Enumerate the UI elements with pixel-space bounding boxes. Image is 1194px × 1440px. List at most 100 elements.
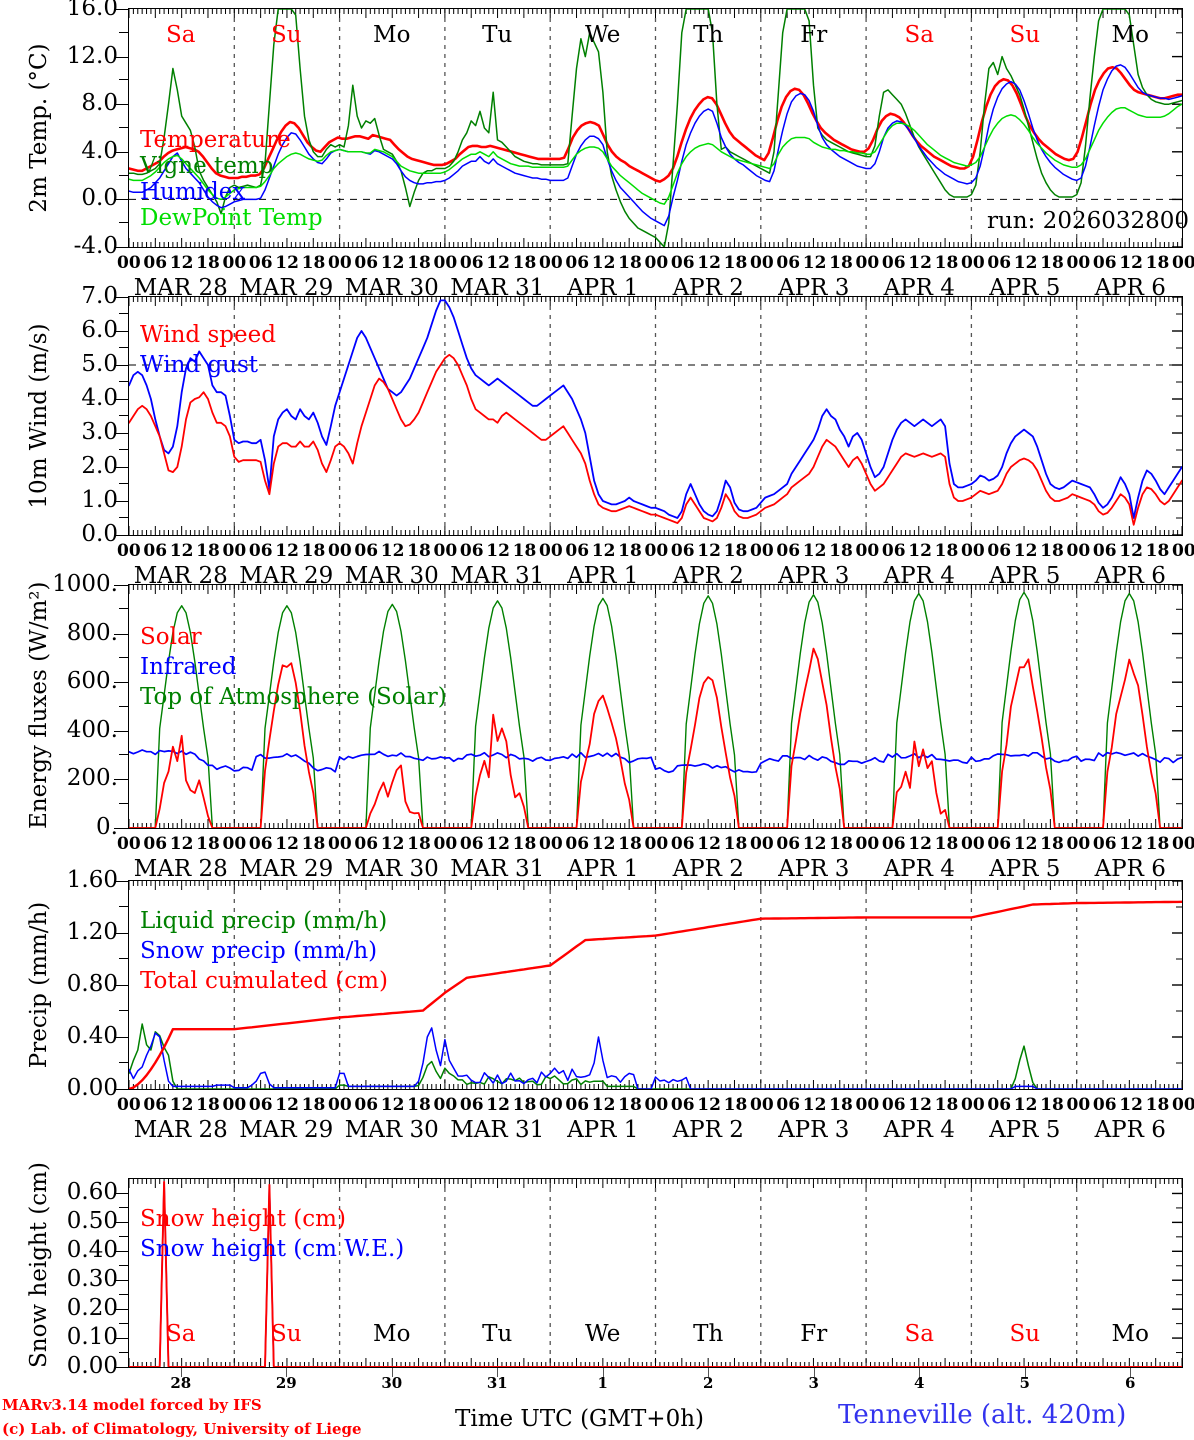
temperature-svg <box>129 9 1182 247</box>
energy_fluxes-legend-0: Solar <box>140 624 202 650</box>
date-label: APR 1 <box>567 1117 639 1143</box>
weekday-label-bottom: Mo <box>373 1321 411 1347</box>
temperature-ytick <box>114 104 128 106</box>
hour-tick-label: 06 <box>565 834 590 854</box>
temperature-legend-1: Vigne temp <box>140 153 274 179</box>
wind-ytick-minor <box>119 347 128 348</box>
hour-tick-label: 00 <box>328 1095 352 1115</box>
hour-tick-label: 06 <box>881 834 906 854</box>
hour-tick-label: 18 <box>301 834 326 854</box>
temperature-ytick-label: 4.0 <box>81 137 118 164</box>
hour-tick-label: 18 <box>407 834 431 854</box>
hour-tick-label: 06 <box>987 541 1012 561</box>
hour-tick-label: 12 <box>802 834 827 854</box>
hour-tick-label: 00 <box>644 541 669 561</box>
wind-ytick-minor <box>119 415 128 416</box>
temperature-ytick-minor <box>119 79 128 81</box>
hour-tick-label: 18 <box>934 541 959 561</box>
hour-tick-label: 06 <box>459 541 484 561</box>
precip-ytick <box>114 933 128 934</box>
snow_height-ytick <box>114 1367 128 1368</box>
hour-tick-label: 00 <box>961 1095 985 1115</box>
hour-tick-label: 12 <box>908 834 932 854</box>
temperature-ytick-label: 0.0 <box>81 185 118 212</box>
energy_fluxes-ytick <box>114 779 128 781</box>
hour-tick-label: 00 <box>855 1095 880 1115</box>
hour-tick-label: 00 <box>539 541 563 561</box>
wind-ytick-label: 3.0 <box>81 419 118 445</box>
hour-tick-label: 00 <box>222 253 247 273</box>
precip-ytick-label: 0.00 <box>66 1075 118 1101</box>
temperature-ytick <box>114 9 128 10</box>
energy_fluxes-ytick-minor <box>119 608 128 610</box>
hour-tick-label: 12 <box>486 541 510 561</box>
snow_height-ytick-label: 0.10 <box>66 1324 118 1351</box>
hour-tick-label: 18 <box>723 253 748 273</box>
snow_height-ytick-minor <box>119 1235 128 1237</box>
snow_height-legend-0: Snow height (cm) <box>140 1206 346 1232</box>
precip-legend-0: Liquid precip (mm/h) <box>140 908 388 934</box>
snow_height-ytick-minor <box>119 1351 128 1353</box>
hour-tick-label: 18 <box>512 834 537 854</box>
day-tick <box>391 1368 393 1377</box>
wind-ytick <box>114 467 128 468</box>
temperature-legend-2: Humidex <box>140 179 246 205</box>
hour-tick-label: 12 <box>1119 253 1143 273</box>
wind-ytick-label: 2.0 <box>81 453 118 479</box>
hour-tick-label: 12 <box>591 834 616 854</box>
date-label: MAR 29 <box>239 1117 334 1143</box>
precip-ytick-label: 0.80 <box>66 971 118 997</box>
wind-ytick-minor <box>119 313 128 314</box>
panel-energy-fluxes: Energy fluxes (W/m²) 1000. 800. 600. 400. 200… <box>0 571 1194 882</box>
weekday-label-bottom: Su <box>1009 1321 1041 1347</box>
hour-tick-label: 18 <box>196 1095 220 1115</box>
precip-ytick-label: 0.40 <box>66 1023 118 1049</box>
hour-tick-label: 06 <box>881 253 906 273</box>
date-label: APR 3 <box>778 1117 850 1143</box>
wind-ytick <box>114 365 128 366</box>
weekday-label: Mo <box>1111 22 1149 48</box>
hour-tick-label: 00 <box>1066 253 1091 273</box>
precip-ytick-minor <box>119 906 128 907</box>
snow_height-ytick-label: 0.00 <box>66 1353 118 1379</box>
temperature-ytick-minor <box>119 174 128 176</box>
hour-tick-label: 18 <box>1040 1095 1064 1115</box>
hour-tick-label: 12 <box>1013 253 1038 273</box>
date-label: APR 3 <box>778 856 850 882</box>
hour-tick-label: 18 <box>618 1095 642 1115</box>
hour-tick-label: 12 <box>697 253 721 273</box>
energy_fluxes-ytick-minor <box>119 802 128 804</box>
hour-tick-label: 18 <box>618 541 642 561</box>
snow_height-ytick-minor <box>119 1206 128 1208</box>
day-number-label: 29 <box>275 1374 297 1392</box>
weekday-label-bottom: Sa <box>904 1321 934 1347</box>
precip-ytick <box>114 1037 128 1038</box>
precip-plot-area <box>128 880 1183 1090</box>
temperature-plot-area <box>128 8 1183 248</box>
date-label: APR 4 <box>883 856 955 882</box>
hour-tick-label: 00 <box>117 834 141 854</box>
hour-tick-label: 06 <box>143 253 168 273</box>
temperature-ytick-minor <box>119 31 128 33</box>
day-number-label: 1 <box>597 1374 608 1392</box>
hour-tick-label: 12 <box>380 253 405 273</box>
hour-tick-label: 06 <box>987 834 1012 854</box>
weekday-label: Sa <box>166 22 196 48</box>
hour-tick-label: 06 <box>776 834 801 854</box>
day-number-label: 28 <box>170 1374 192 1392</box>
snow_height-ytick <box>114 1309 128 1311</box>
hour-tick-label: 00 <box>117 253 141 273</box>
hour-tick-label: 00 <box>539 253 563 273</box>
energy_fluxes-ytick-label: 0. <box>96 814 118 840</box>
temperature-ytick-label: 8.0 <box>81 90 118 117</box>
hour-tick-label: 00 <box>1172 834 1194 854</box>
hour-tick-label: 12 <box>486 253 510 273</box>
hour-tick-label: 06 <box>1092 253 1117 273</box>
wind-ytick-label: 5.0 <box>81 351 118 377</box>
wind-ytick-label: 0.0 <box>81 521 118 547</box>
hour-tick-label: 12 <box>802 1095 827 1115</box>
precip-ytick <box>114 1089 128 1090</box>
energy_fluxes-ytick-label: 800. <box>66 619 118 646</box>
snow_height-ytick-minor <box>119 1293 128 1295</box>
hour-tick-label: 00 <box>539 834 563 854</box>
